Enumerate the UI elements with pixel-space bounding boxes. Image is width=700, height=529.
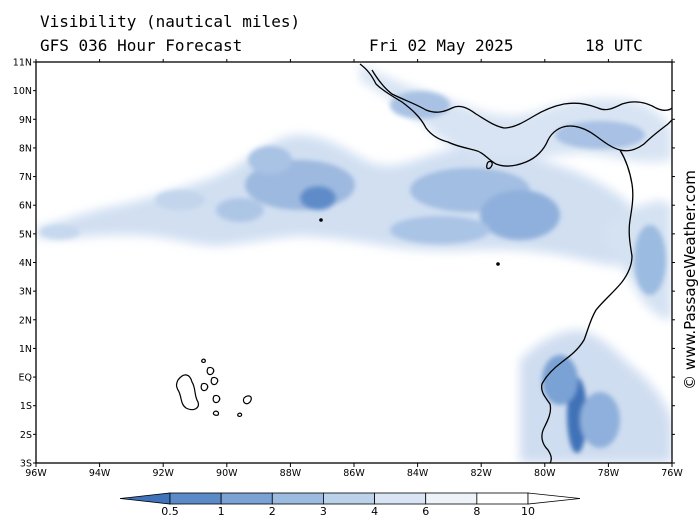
lon-label: 86W [343,468,365,479]
lat-label: 1N [19,344,32,355]
lat-label: 5N [19,229,32,240]
legend-tick-label: 6 [422,505,429,518]
lat-label: 11N [13,58,32,69]
lon-label: 76W [661,468,683,479]
visibility-shading [36,64,672,463]
lat-label: 3S [20,459,32,470]
lon-label: 84W [407,468,429,479]
lon-label: 90W [216,468,238,479]
lon-label: 80W [534,468,556,479]
lat-label: 4N [19,258,32,269]
legend-swatch [323,492,375,505]
lat-label: 2N [19,315,32,326]
lon-label: 82W [470,468,492,479]
lon-label: 94W [89,468,111,479]
legend-swatch [374,492,427,505]
legend-tick-label: 4 [371,505,378,518]
lat-label: 9N [19,115,32,126]
lat-label: 7N [19,172,32,183]
lon-label: 96W [25,468,47,479]
visibility-legend: 0.5 1 2 3 4 6 8 10 [119,492,581,518]
legend-swatch [220,492,273,505]
legend-tick-label: 2 [269,505,276,518]
coastline [359,63,672,463]
forecast-time: 18 UTC [585,36,643,55]
lat-label: 6N [19,201,32,212]
lon-label: 92W [152,468,174,479]
legend-tick-label: 3 [320,505,327,518]
lon-label: 78W [598,468,620,479]
legend-swatch [169,492,222,505]
legend-swatch [425,492,478,505]
lat-label: 10N [13,86,32,97]
forecast-subtitle: GFS 036 Hour Forecast [40,36,243,55]
lat-label: EQ [19,373,32,384]
credit-text: © www.PassageWeather.com [681,170,699,390]
legend-tick-label: 8 [473,505,480,518]
galapagos-islands [175,218,500,417]
lat-label: 2S [20,430,32,441]
legend-arrow-low [119,492,171,505]
lat-label: 8N [19,143,32,154]
lat-label: 3N [19,287,32,298]
forecast-date: Fri 02 May 2025 [369,36,514,55]
lat-label: 1S [20,401,32,412]
legend-swatch [476,492,529,505]
legend-tick-label: 0.5 [161,505,179,518]
map-title: Visibility (nautical miles) [40,12,301,31]
legend-tick-label: 1 [218,505,225,518]
lon-label: 88W [280,468,302,479]
legend-swatch [271,492,324,505]
legend-arrow-high [527,492,581,505]
legend-tick-label: 10 [521,505,535,518]
